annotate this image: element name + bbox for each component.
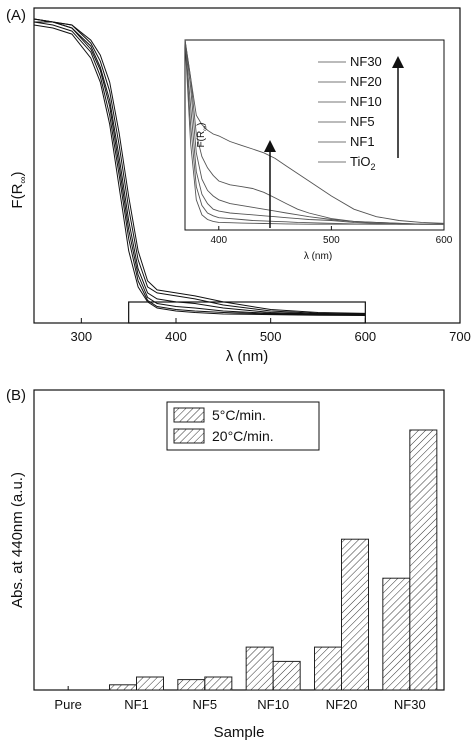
inset-plot-frame	[184, 39, 445, 231]
panel-a-y-axis-label-sub: ∞	[18, 176, 29, 183]
panel-b-bar-NF5-0	[177, 679, 206, 691]
inset-y-axis-label: F(R∞)	[196, 122, 209, 147]
panel-b-chart: Pure NF1 NF5 NF10 NF20 NF30 5°C/min. 20°C/min.…	[9, 389, 445, 741]
inset-legend-label: NF20	[350, 74, 382, 89]
inset-x-axis-label: λ (nm)	[304, 251, 332, 262]
panel-b-bar-NF30-0	[382, 577, 411, 691]
panel-a-highlight-box	[128, 301, 366, 324]
inset-legend-label-sub: 2	[370, 162, 375, 172]
inset-y-axis-label-close: )	[196, 122, 207, 125]
panel-b-bar-NF10-0	[245, 646, 274, 691]
panel-a-x-tick-label: 300	[70, 329, 92, 344]
panel-b-y-axis-label: Abs. at 440nm (a.u.)	[9, 472, 26, 608]
panel-b-bar-NF1-1	[136, 676, 164, 691]
panel-a-series-line-0	[33, 24, 366, 316]
panel-a-y-axis-label: F(R∞)	[9, 171, 29, 208]
panel-a-x-tick-label: 600	[354, 329, 376, 344]
panel-a-label: (A)	[6, 7, 26, 24]
inset-series-line-5	[184, 39, 444, 225]
panel-b-x-tick-label: NF30	[394, 697, 426, 712]
panel-b-legend-swatch	[173, 428, 205, 444]
panel-a-x-ticks: 300 400 500 600 700	[70, 318, 471, 344]
panel-a-series-line-4	[33, 18, 366, 315]
inset-series-line-2	[184, 39, 444, 225]
inset-x-tick-label: 600	[436, 235, 453, 246]
panel-a-x-axis-label: λ (nm)	[226, 348, 269, 365]
inset-series-line-3	[184, 39, 444, 225]
inset-legend-label: NF10	[350, 94, 382, 109]
inset-legend-label-text: TiO	[350, 154, 370, 169]
panel-b-legend: 5°C/min. 20°C/min.	[166, 401, 320, 451]
panel-a-series	[33, 18, 366, 316]
panel-b-bar-NF20-0	[314, 646, 342, 691]
inset-legend-label: NF5	[350, 114, 375, 129]
panel-a-series-line-3	[33, 18, 366, 316]
panel-b-x-tick-label: Pure	[54, 697, 81, 712]
panel-b-x-tick-label: NF20	[326, 697, 358, 712]
panel-b-bar-NF1-0	[109, 684, 137, 691]
panel-a-series-line-5	[34, 21, 366, 314]
panel-a-series-line-2	[33, 18, 366, 316]
panel-b-bar-NF30-1	[409, 429, 438, 691]
inset-x-tick-label: 500	[323, 235, 340, 246]
panel-b-x-tick-label: NF10	[257, 697, 289, 712]
inset-legend-label-text: NF20	[350, 74, 382, 89]
panel-b-plot-frame	[33, 389, 445, 691]
panel-b-bar-NF20-1	[341, 538, 369, 691]
inset-legend: NF30 NF20 NF10 NF5 NF1 TiO2	[318, 54, 382, 172]
inset-legend-label-text: NF1	[350, 134, 375, 149]
panel-a-x-tick-label: 400	[165, 329, 187, 344]
panel-b-bar-NF10-1	[272, 660, 301, 691]
inset-legend-label: TiO2	[350, 154, 375, 172]
inset-legend-label: NF30	[350, 54, 382, 69]
inset-y-axis-label-main: F(R	[196, 131, 207, 148]
panel-b-legend-label: 20°C/min.	[212, 428, 274, 444]
panel-b-label: (B)	[6, 387, 26, 404]
panel-b-legend-swatch	[173, 407, 205, 423]
inset-x-ticks: 400 500 600	[210, 226, 453, 246]
panel-a-y-axis-label-close: )	[9, 171, 26, 176]
inset-legend-label-text: NF30	[350, 54, 382, 69]
panel-b-bar-NF5-1	[204, 676, 233, 691]
panel-b-x-tick-label: NF1	[124, 697, 149, 712]
panel-a-x-tick-label: 500	[260, 329, 282, 344]
inset-legend-label: NF1	[350, 134, 375, 149]
panel-b-legend-label: 5°C/min.	[212, 407, 266, 423]
panel-a-series-line-1	[33, 21, 366, 316]
inset-y-axis-label-sub: ∞	[202, 126, 209, 131]
panel-a-x-tick-label: 700	[449, 329, 471, 344]
inset-legend-label-text: NF10	[350, 94, 382, 109]
panel-b-x-axis-label: Sample	[214, 724, 265, 741]
panel-a-y-axis-label-main: F(R	[9, 183, 26, 208]
panel-b-x-tick-label: NF5	[193, 697, 218, 712]
inset-series	[184, 39, 445, 225]
panel-b-x-ticks: Pure NF1 NF5 NF10 NF20 NF30	[54, 686, 426, 712]
panel-a-chart: 300 400 500 600 700 λ (nm) F(R∞) 400 500 600 N…	[9, 7, 471, 365]
panel-b-bars	[109, 429, 438, 691]
inset-x-tick-label: 400	[210, 235, 227, 246]
inset-series-line-0	[184, 39, 445, 224]
inset-legend-label-text: NF5	[350, 114, 375, 129]
